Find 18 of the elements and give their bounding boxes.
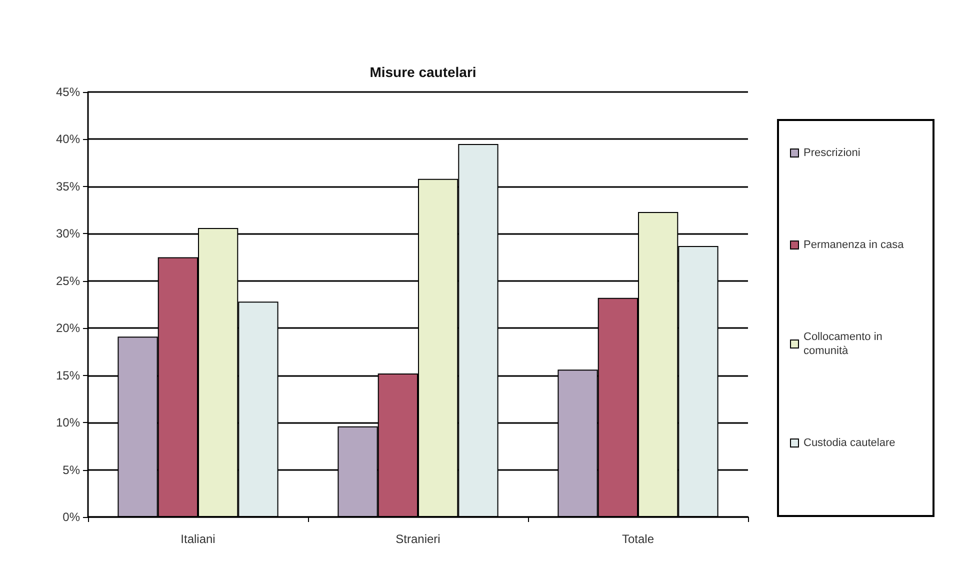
y-tick-label: 25% — [56, 274, 80, 288]
y-tick-label: 5% — [62, 462, 80, 477]
x-tick-label: Stranieri — [396, 532, 440, 546]
y-tick-label: 35% — [56, 179, 80, 194]
y-tick-label: 40% — [56, 132, 80, 146]
y-tick-label: 15% — [56, 368, 80, 382]
chart-title: Misure cautelari — [370, 64, 476, 80]
legend-label: Collocamento in comunità — [804, 331, 886, 357]
y-tick-label: 30% — [56, 226, 80, 241]
y-tick-label: 0% — [62, 510, 80, 524]
y-tick-label: 20% — [56, 321, 80, 336]
y-tick-label: 10% — [56, 416, 80, 430]
x-tick-label: Italiani — [180, 532, 216, 546]
legend-label: Prescrizioni — [804, 147, 860, 159]
legend-label: Permanenza in casa — [804, 239, 905, 251]
legend-label: Custodia cautelare — [804, 437, 896, 449]
y-tick-label: 45% — [56, 85, 80, 99]
x-tick-label: Totale — [622, 532, 654, 546]
